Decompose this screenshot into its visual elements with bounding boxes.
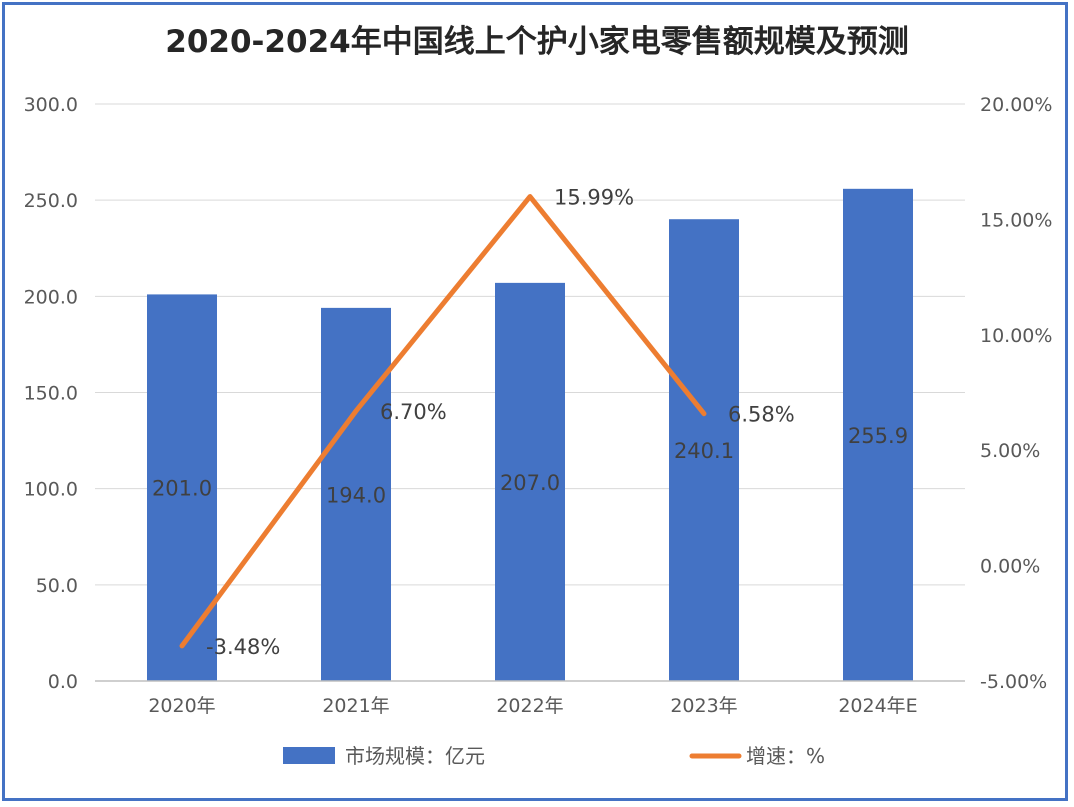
y-left-tick-label: 200.0 bbox=[24, 286, 78, 308]
bar bbox=[495, 282, 565, 681]
bar-data-label: 207.0 bbox=[500, 471, 560, 495]
legend-line-label: 增速：% bbox=[746, 744, 825, 768]
y-right-tick-label: 5.00% bbox=[980, 440, 1040, 462]
y-left-tick-label: 0.0 bbox=[48, 671, 78, 693]
bar-data-label: 201.0 bbox=[152, 477, 212, 501]
line-data-label: 15.99% bbox=[554, 186, 634, 210]
y-right-tick-label: 15.00% bbox=[980, 209, 1052, 231]
y-left-tick-label: 250.0 bbox=[24, 190, 78, 212]
y-right-tick-label: 10.00% bbox=[980, 325, 1052, 347]
x-tick-label: 2020年 bbox=[148, 695, 215, 717]
bar-data-label: 240.1 bbox=[674, 439, 734, 463]
legend-bar-label: 市场规模：亿元 bbox=[345, 744, 485, 768]
bar-data-label: 255.9 bbox=[848, 424, 908, 448]
bar bbox=[843, 188, 913, 681]
bar bbox=[669, 219, 739, 681]
bar bbox=[321, 307, 391, 681]
y-left-tick-label: 300.0 bbox=[24, 94, 78, 116]
line-data-label: -3.48% bbox=[206, 635, 280, 659]
y-right-tick-label: 0.00% bbox=[980, 556, 1040, 578]
x-tick-label: 2021年 bbox=[322, 695, 389, 717]
x-tick-label: 2024年E bbox=[838, 695, 917, 717]
y-left-tick-label: 150.0 bbox=[24, 383, 78, 405]
y-right-tick-label: 20.00% bbox=[980, 94, 1052, 116]
y-left-tick-label: 100.0 bbox=[24, 479, 78, 501]
x-tick-label: 2022年 bbox=[496, 695, 563, 717]
y-right-tick-label: -5.00% bbox=[980, 671, 1047, 693]
legend-bar-swatch bbox=[283, 747, 335, 764]
growth-line bbox=[179, 194, 707, 649]
chart-title: 2020-2024年中国线上个护小家电零售额规模及预测 bbox=[165, 24, 908, 60]
bar-data-label: 194.0 bbox=[326, 483, 386, 507]
legend: 市场规模：亿元 增速：% bbox=[283, 744, 825, 768]
line-data-label: 6.70% bbox=[380, 400, 447, 424]
line-data-label: 6.58% bbox=[728, 403, 795, 427]
y-left-tick-label: 50.0 bbox=[36, 575, 78, 597]
x-tick-label: 2023年 bbox=[670, 695, 737, 717]
